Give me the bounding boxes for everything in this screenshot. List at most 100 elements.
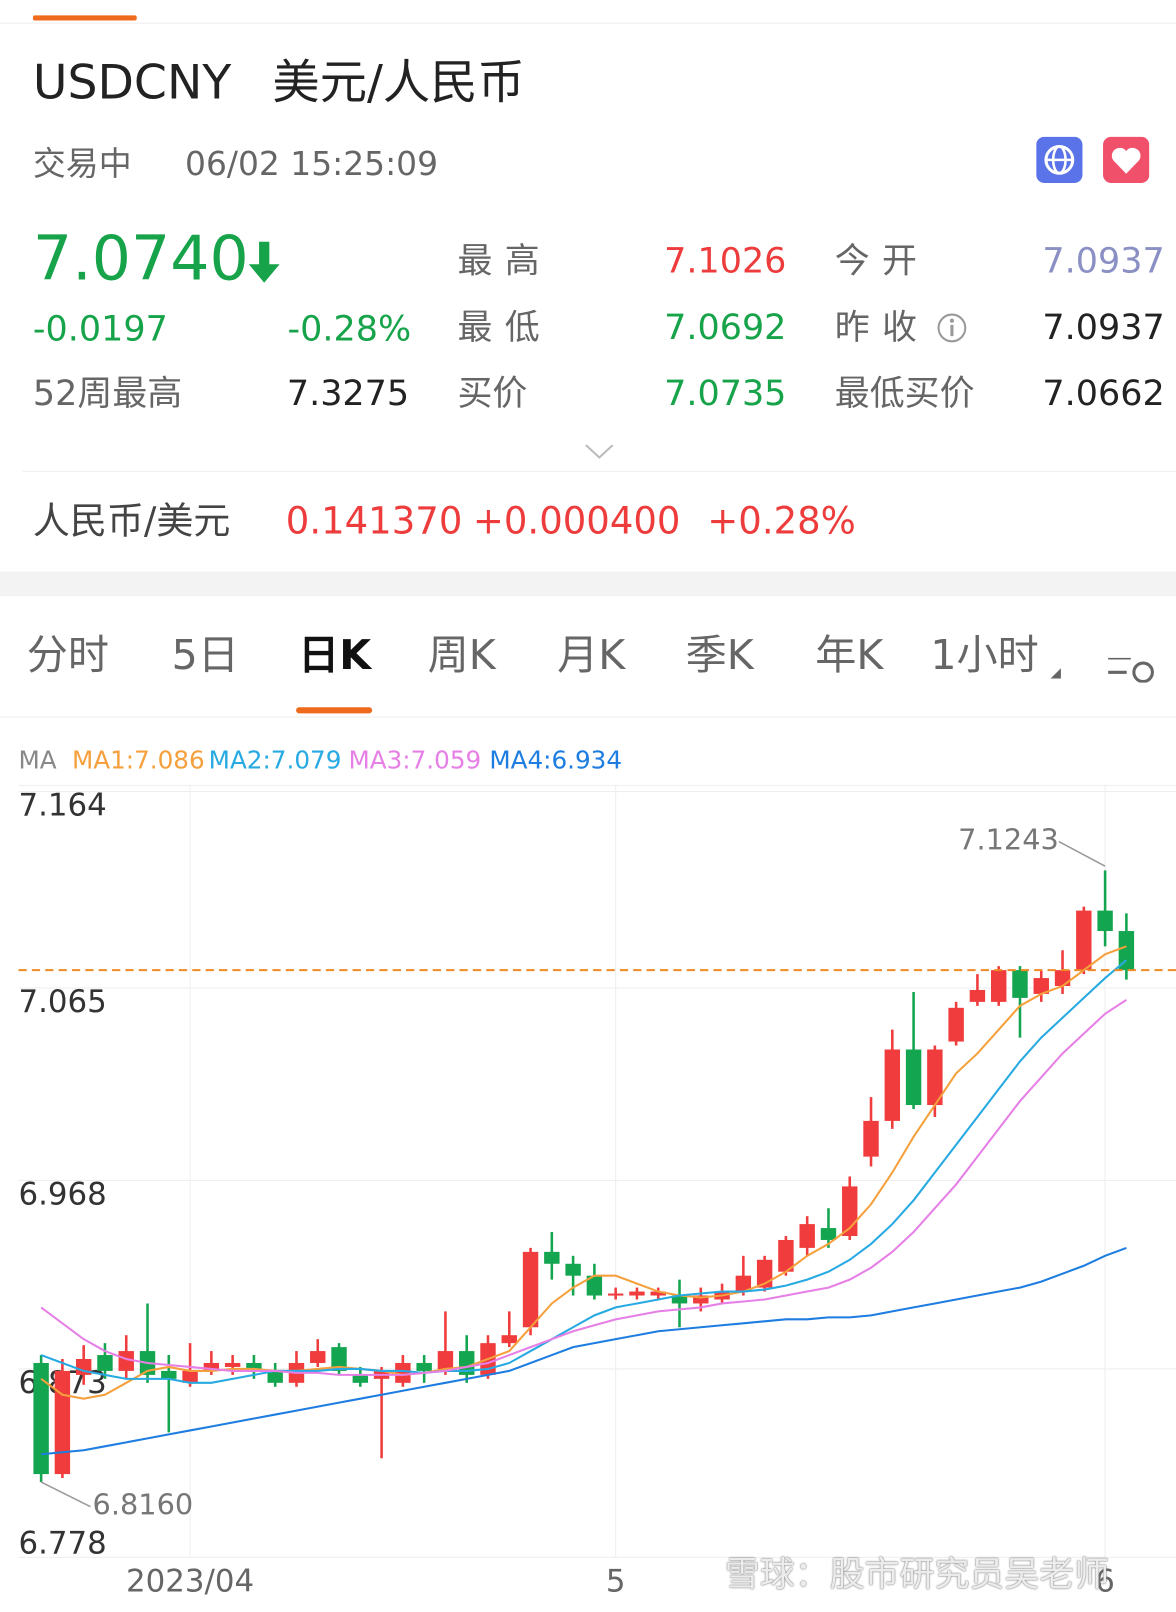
candle-body <box>1076 910 1092 971</box>
candle-body <box>671 1295 688 1304</box>
candle-body <box>863 1120 879 1157</box>
candle-body <box>607 1293 624 1296</box>
candle-body <box>1012 970 1028 998</box>
candle-body <box>459 1351 475 1375</box>
y-tick-label: 6.968 <box>19 1176 107 1212</box>
candle-body <box>267 1370 283 1383</box>
annotation-leader <box>1058 840 1106 867</box>
expand-chevron[interactable] <box>584 442 615 461</box>
heart <box>1111 147 1141 174</box>
tab[interactable]: 月K <box>557 632 626 680</box>
ma-label: MA <box>19 746 57 775</box>
down-arrow <box>248 241 280 283</box>
watermark: 雪球：股市研究员吴老师 <box>724 1554 1110 1596</box>
candle-body <box>778 1239 794 1272</box>
change: -0.0197 <box>32 308 168 350</box>
stat-value: 7.0692 <box>664 307 787 349</box>
candle-body <box>586 1275 603 1296</box>
y-tick-label: 7.164 <box>19 787 107 823</box>
candle-body <box>629 1291 645 1296</box>
candle-body <box>905 1049 922 1106</box>
candle-body <box>97 1355 113 1371</box>
price: 7.0740 <box>32 223 249 296</box>
candle-body <box>118 1351 134 1371</box>
stat-value: 7.0662 <box>1042 373 1165 415</box>
candle-body <box>352 1374 369 1383</box>
legend-entry: MA4:6.934 <box>489 746 622 775</box>
legend-entry: MA3:7.059 <box>348 746 481 775</box>
candle-body <box>735 1275 752 1292</box>
max-annotation: 7.1243 <box>958 823 1059 857</box>
candle-body <box>203 1362 220 1371</box>
tab[interactable]: 1小时 <box>930 632 1039 680</box>
change-pct: -0.28% <box>287 308 412 350</box>
tab[interactable]: 5日 <box>171 632 239 680</box>
stat-value: 7.3275 <box>286 373 410 415</box>
candle-body <box>522 1251 539 1328</box>
annotation-leader <box>40 1481 91 1508</box>
candle-body <box>1033 978 1049 994</box>
x-tick-label: 5 <box>606 1564 626 1600</box>
stat-label: 今开 <box>834 240 930 282</box>
stat-value: 7.0735 <box>664 373 787 415</box>
candle-body <box>54 1370 71 1475</box>
tab[interactable]: 年K <box>815 632 884 680</box>
candle-body <box>437 1351 454 1371</box>
ma-line <box>40 999 1127 1376</box>
candle-body <box>799 1224 815 1248</box>
candle-body <box>416 1362 432 1371</box>
y-tick-label: 7.065 <box>19 984 107 1020</box>
tab[interactable]: 季K <box>685 632 754 680</box>
tab-underline <box>296 707 373 714</box>
y-tick-label: 6.778 <box>19 1526 107 1562</box>
stat-value: 7.0937 <box>1042 240 1165 282</box>
candle-body <box>948 1007 964 1042</box>
stat-value: 7.0937 <box>1042 307 1165 349</box>
divider <box>0 716 1176 718</box>
candle-body <box>331 1347 347 1371</box>
tab[interactable]: 分时 <box>26 632 109 680</box>
stat-label: 昨收 <box>834 307 930 349</box>
x-tick-label: 6 <box>1095 1564 1115 1600</box>
info-icon[interactable] <box>935 311 968 344</box>
tab-icons[interactable] <box>1049 657 1172 683</box>
candle-body <box>1118 931 1135 971</box>
candle-body <box>884 1049 901 1121</box>
candle-body <box>182 1370 198 1383</box>
candle-body <box>927 1049 943 1106</box>
inverse-pair: 人民币/美元 <box>32 500 231 543</box>
stat-label: 最高 <box>457 240 553 282</box>
stat-label: 最低 <box>457 307 553 349</box>
inverse-change-pct: +0.28% <box>707 500 856 543</box>
icons[interactable] <box>1036 136 1150 183</box>
inverse-price: 0.141370 <box>285 500 463 543</box>
candle-body <box>1097 910 1113 932</box>
candle-body <box>544 1251 560 1264</box>
legend-entry: MA2:7.079 <box>209 746 342 775</box>
stat-label: 52周最高 <box>32 373 183 415</box>
ma-line <box>41 1246 1127 1456</box>
candle-body <box>395 1362 411 1383</box>
tab-indicator <box>32 15 137 21</box>
candle-body <box>1054 970 1071 987</box>
candle-body <box>650 1291 666 1296</box>
candle-body <box>990 970 1007 1002</box>
divider <box>0 22 1176 24</box>
time: 06/02 15:25:09 <box>185 143 439 183</box>
tab-active[interactable]: 日K <box>298 632 372 680</box>
symbol: USDCNY <box>32 54 232 110</box>
inverse-change: +0.000400 <box>472 500 681 543</box>
candle-body <box>224 1362 241 1367</box>
candle-body <box>246 1362 262 1371</box>
ma-line <box>40 959 1128 1384</box>
candle-body <box>820 1228 837 1240</box>
x-tick-label: 2023/04 <box>126 1564 254 1600</box>
legend-entry: MA1:7.086 <box>72 746 205 775</box>
min-annotation: 6.8160 <box>93 1488 194 1522</box>
tab[interactable]: 周K <box>427 632 496 680</box>
candle-body <box>969 989 986 1002</box>
stat-label: 买价 <box>457 373 528 415</box>
pair-name: 美元/人民币 <box>272 54 525 110</box>
